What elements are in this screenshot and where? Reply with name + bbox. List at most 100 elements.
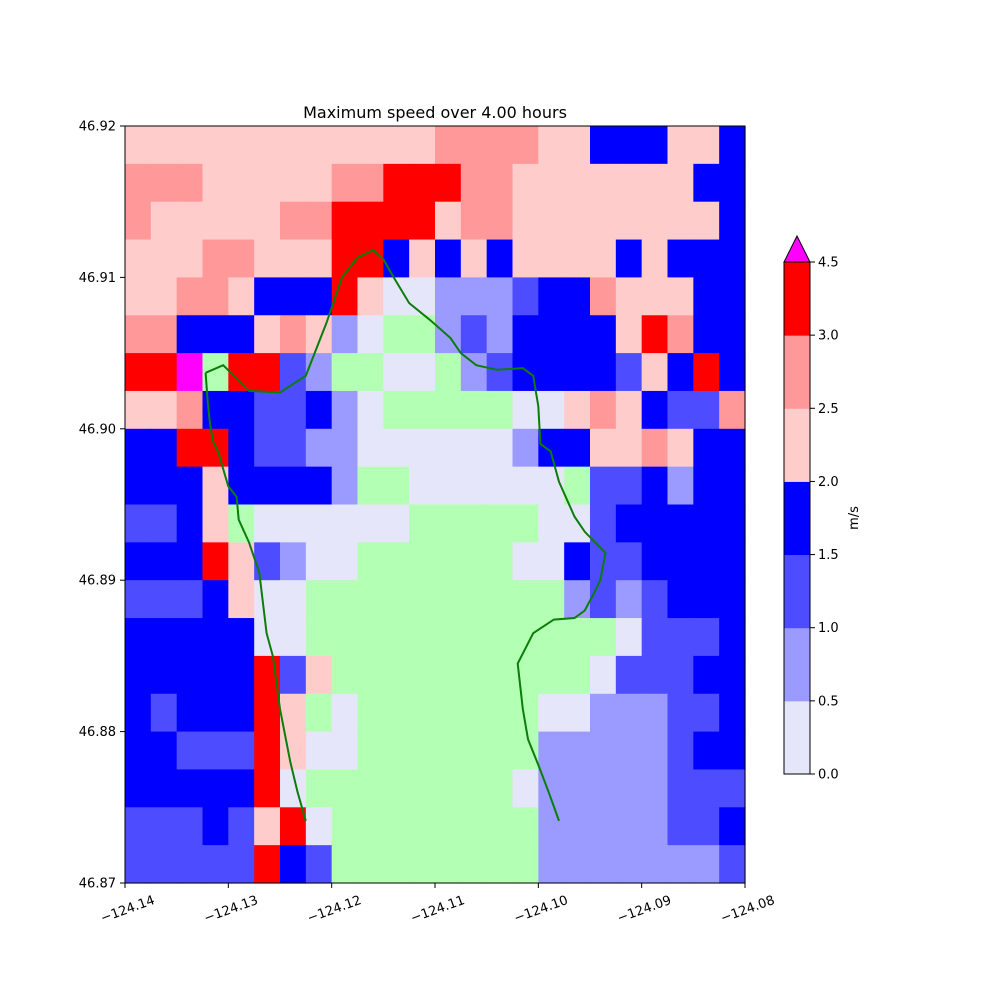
heatmap-cell	[176, 769, 204, 808]
heatmap-cell	[383, 315, 410, 354]
heatmap-cell	[383, 580, 410, 619]
heatmap-cell	[615, 580, 643, 619]
heatmap-cell	[719, 277, 746, 316]
heatmap-cell	[719, 315, 746, 354]
heatmap-cell	[176, 580, 204, 619]
heatmap-cell	[125, 126, 152, 165]
heatmap-cell	[590, 428, 617, 468]
heatmap-cell	[435, 504, 462, 543]
x-tick-label: −124.14	[99, 893, 157, 926]
heatmap-cell	[460, 126, 488, 165]
heatmap-cell	[615, 655, 643, 695]
series-lines	[204, 248, 607, 822]
heatmap-cell	[305, 693, 333, 733]
heatmap-cell	[538, 126, 565, 165]
heatmap-cell	[615, 542, 643, 581]
heatmap-cell	[150, 277, 178, 316]
heatmap-cell	[150, 580, 178, 619]
heatmap-cell	[254, 201, 281, 241]
heatmap-cell	[590, 504, 617, 543]
heatmap-cell	[202, 845, 229, 884]
heatmap-cell	[615, 618, 643, 657]
heatmap-cell	[305, 655, 333, 695]
heatmap-cell	[202, 542, 229, 581]
heatmap-cell	[305, 618, 333, 657]
heatmap-cell	[667, 353, 694, 392]
colorbar-extend-arrow	[783, 234, 811, 263]
heatmap-cell	[435, 845, 462, 884]
heatmap-cell	[435, 390, 462, 430]
heatmap-cell	[693, 655, 720, 695]
colorbar-tick-label: 0.0	[818, 768, 839, 783]
heatmap-cell	[486, 163, 514, 203]
heatmap-cell	[486, 201, 514, 241]
heatmap-cell	[667, 428, 694, 468]
heatmap-cell	[150, 542, 178, 581]
heatmap-cell	[460, 845, 488, 884]
heatmap-cell	[693, 353, 720, 392]
heatmap-cell	[357, 353, 384, 392]
heatmap-cell	[150, 769, 178, 808]
heatmap-cell	[176, 390, 204, 430]
heatmap-cell	[409, 580, 436, 619]
heatmap-cell	[719, 390, 746, 430]
heatmap-cell	[280, 580, 307, 619]
heatmap-cells	[125, 126, 746, 884]
heatmap-cell	[693, 580, 720, 619]
heatmap-cell	[357, 126, 384, 165]
heatmap-cell	[150, 807, 178, 846]
heatmap-cell	[538, 239, 565, 278]
heatmap-cell	[228, 807, 255, 846]
colorbar-frame	[783, 261, 811, 775]
x-axis: −124.14 −124.13 −124.12 −124.11 −124.10 −124.…	[99, 883, 777, 926]
heatmap-cell	[150, 504, 178, 543]
heatmap-cell	[125, 580, 152, 619]
heatmap-cell	[280, 504, 307, 543]
heatmap-cell	[667, 466, 694, 506]
heatmap-cell	[615, 201, 643, 241]
heatmap-cell	[641, 428, 669, 468]
heatmap-cell	[667, 693, 694, 733]
heatmap-cell	[641, 353, 669, 392]
colorbar-label: m/s	[847, 506, 862, 530]
heatmap-cell	[564, 315, 591, 354]
heatmap-cell	[125, 618, 152, 657]
heatmap-cell	[150, 201, 178, 241]
heatmap-cell	[176, 655, 204, 695]
heatmap-cell	[305, 277, 333, 316]
heatmap-cell	[125, 390, 152, 430]
heatmap-cell	[331, 693, 359, 733]
heatmap-cell	[150, 239, 178, 278]
heatmap-cell	[486, 239, 514, 278]
heatmap-cell	[719, 163, 746, 203]
heatmap-cell	[693, 390, 720, 430]
heatmap-cell	[486, 277, 514, 316]
colorbar-segment	[784, 627, 810, 702]
series-line-2	[204, 372, 307, 822]
heatmap-cell	[357, 693, 384, 733]
heatmap-cell	[435, 807, 462, 846]
heatmap-cell	[280, 807, 307, 846]
heatmap-cell	[280, 390, 307, 430]
heatmap-cell	[615, 277, 643, 316]
heatmap-cell	[409, 277, 436, 316]
heatmap-cell	[357, 277, 384, 316]
heatmap-cell	[460, 542, 488, 581]
heatmap-cell	[693, 428, 720, 468]
heatmap-cell	[202, 580, 229, 619]
x-tick-label: −124.12	[305, 893, 363, 926]
heatmap-cell	[202, 731, 229, 771]
heatmap-cell	[564, 845, 591, 884]
heatmap-cell	[486, 731, 514, 771]
heatmap-cell	[383, 390, 410, 430]
heatmap-cell	[125, 277, 152, 316]
heatmap-cell	[719, 580, 746, 619]
heatmap-cell	[202, 655, 229, 695]
heatmap-cell	[564, 239, 591, 278]
heatmap-cell	[693, 163, 720, 203]
heatmap-cell	[641, 466, 669, 506]
heatmap-cell	[512, 428, 539, 468]
heatmap-cell	[435, 277, 462, 316]
heatmap-cell	[125, 693, 152, 733]
